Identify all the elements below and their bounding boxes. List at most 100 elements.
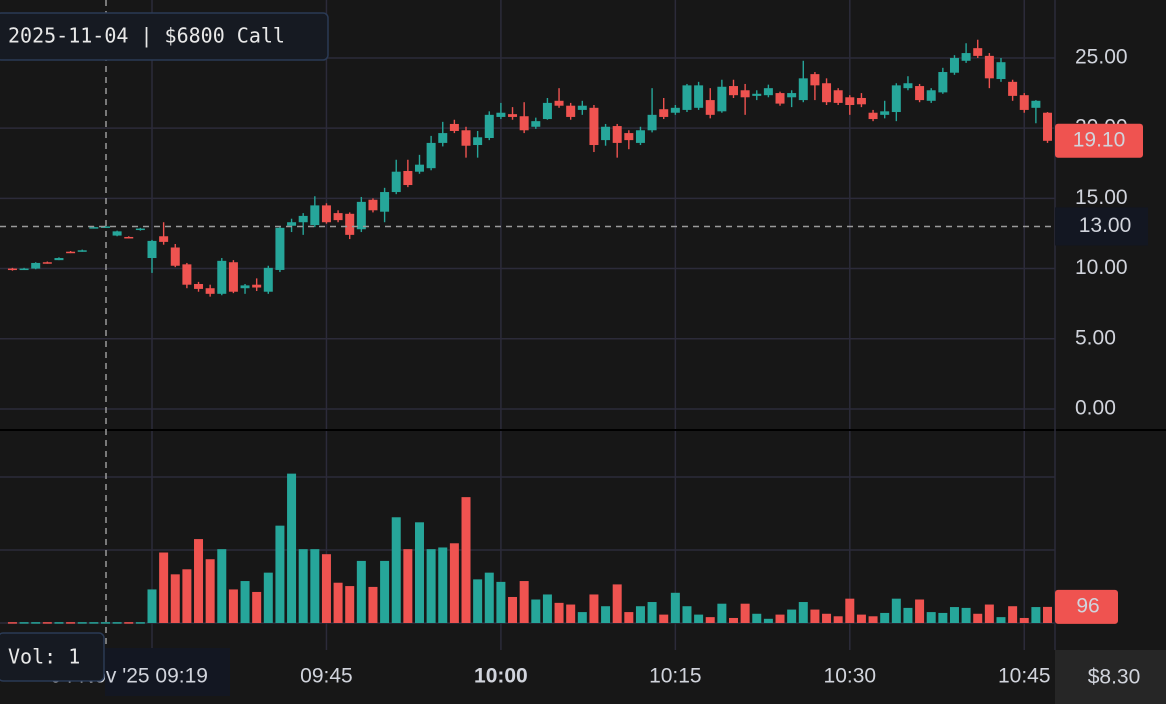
volume-bar [868, 616, 878, 623]
candle-body [380, 192, 390, 212]
volume-bar [263, 572, 273, 623]
volume-bar [31, 622, 41, 624]
volume-bar [589, 594, 599, 623]
volume-bar [973, 613, 983, 623]
volume-label: Vol: 1 [8, 645, 80, 669]
volume-bar [403, 549, 413, 623]
volume-bar [147, 589, 157, 623]
candle-body [984, 55, 994, 79]
candle-body [89, 227, 99, 229]
volume-bar [612, 584, 622, 623]
volume-bar [461, 497, 471, 623]
volume-bar [275, 525, 285, 623]
volume-bar [624, 612, 634, 623]
volume-bar [426, 549, 436, 623]
candle-body [949, 57, 959, 73]
candle-body [205, 288, 215, 294]
volume-bar [310, 549, 320, 623]
candle-body [996, 62, 1006, 80]
candle-body [635, 130, 645, 143]
candle-body [7, 268, 17, 271]
candle-body [810, 74, 820, 86]
candle-body [228, 262, 238, 292]
candle-body [694, 85, 704, 108]
candle-body [705, 100, 715, 115]
candle-body [717, 86, 727, 112]
volume-bar [705, 617, 715, 623]
candle-body [240, 285, 250, 289]
candle-body [903, 83, 913, 89]
volume-bar [647, 602, 657, 623]
candle-body [682, 85, 692, 110]
candle-body [961, 53, 971, 61]
last-volume-box [1055, 589, 1118, 624]
volume-bar [252, 591, 262, 623]
y-tick-label: 5.00 [1075, 326, 1116, 349]
volume-bar [414, 522, 424, 623]
candle-body [182, 264, 192, 285]
candle-body [624, 133, 634, 141]
candle-body [508, 114, 518, 117]
candle-body [19, 268, 29, 271]
candle-body [938, 72, 948, 93]
candle-body [740, 90, 750, 98]
candle-body [1043, 112, 1053, 141]
crosshair-price-label: 13.00 [1079, 214, 1132, 237]
candle-body [159, 236, 169, 242]
volume-bar [345, 586, 355, 623]
candle-body [822, 83, 832, 103]
volume-bar [287, 473, 297, 623]
volume-bar [752, 613, 762, 623]
candle-body [1008, 81, 1018, 96]
volume-bar [949, 607, 959, 623]
grid [0, 0, 1055, 650]
candle-body [752, 93, 762, 96]
volume-bar [531, 599, 541, 623]
volume-bar [484, 572, 494, 623]
marks [0, 39, 1055, 624]
candle-body [112, 231, 122, 236]
volume-bar [112, 622, 122, 624]
volume-bar [473, 579, 483, 623]
candle-body [566, 105, 576, 117]
volume-bar [903, 607, 913, 623]
candle-body [1019, 95, 1029, 110]
volume-bar [694, 614, 704, 623]
crosshair-time-box [105, 648, 230, 696]
volume-bar [42, 622, 52, 624]
volume-bar [601, 606, 611, 623]
candle-body [763, 88, 773, 96]
volume-bar [205, 559, 215, 623]
volume-bar [984, 604, 994, 623]
last-price-label: 19.10 [1073, 128, 1126, 151]
volume-bar [729, 617, 738, 623]
volume-bar [496, 581, 506, 623]
candle-body [414, 164, 424, 172]
volume-box [0, 632, 105, 682]
candle-body [926, 90, 936, 101]
candle-body [833, 90, 843, 103]
volume-bar [19, 622, 29, 624]
volume-bar [822, 613, 832, 623]
volume-bar [554, 602, 564, 623]
volume-bar [54, 622, 64, 624]
chart-title: 2025-11-04 | $6800 Call [8, 24, 285, 48]
candle-body [973, 48, 983, 56]
candle-body [798, 78, 808, 101]
candle-body [856, 97, 866, 105]
volume-bar [380, 560, 390, 623]
candle-body [66, 251, 76, 254]
candle-body [473, 137, 483, 146]
volume-bar [449, 543, 459, 623]
candle-body [1031, 100, 1041, 108]
volume-bar [659, 614, 669, 623]
y-tick-label: 10.00 [1075, 256, 1128, 279]
candle-body [287, 222, 297, 226]
candle-body [659, 109, 669, 117]
candle-body [729, 86, 738, 96]
volume-bar [577, 612, 587, 623]
volume-bar [775, 614, 785, 623]
candle-body [461, 130, 471, 146]
volume-bar [1043, 606, 1053, 623]
volume-bar [833, 616, 843, 623]
